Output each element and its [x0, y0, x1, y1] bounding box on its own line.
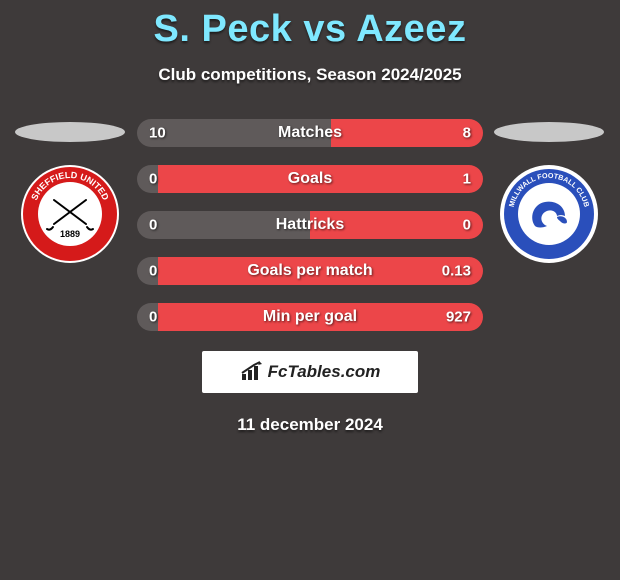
stat-label: Matches	[137, 124, 483, 142]
stat-value-left: 0	[149, 309, 157, 326]
fctables-logo-box: FcTables.com	[202, 351, 418, 393]
page-subtitle: Club competitions, Season 2024/2025	[0, 65, 620, 85]
stat-row: Goals per match0 0.13	[137, 257, 483, 285]
stat-bars: Matches108Goals01Hattricks00Goals per ma…	[137, 119, 483, 331]
stat-value-left: 0	[149, 263, 157, 280]
stat-row: Hattricks0 0	[137, 211, 483, 239]
team-right-badge: MILLWALL FOOTBALL CLUB 1885	[499, 164, 599, 264]
stat-row: Min per goal0 927	[137, 303, 483, 331]
page-title: S. Peck vs Azeez	[0, 0, 620, 51]
team-left-badge: SHEFFIELD UNITED F.C. 1889	[20, 164, 120, 264]
date-line: 11 december 2024	[0, 415, 620, 435]
millwall-crest: MILLWALL FOOTBALL CLUB 1885	[499, 164, 599, 264]
shadow-ellipse	[494, 122, 604, 142]
stat-value-right: 927	[446, 309, 471, 326]
stat-value-left: 0	[149, 171, 157, 188]
stat-value-left: 10	[149, 125, 166, 142]
comparison-area: SHEFFIELD UNITED F.C. 1889 MILLWA	[0, 119, 620, 331]
svg-text:1885: 1885	[540, 230, 559, 240]
stat-row: Matches10 8	[137, 119, 483, 147]
stat-value-right: 1	[463, 171, 471, 188]
stat-label: Min per goal	[137, 308, 483, 326]
stat-label: Goals per match	[137, 262, 483, 280]
sheffield-united-crest: SHEFFIELD UNITED F.C. 1889	[20, 164, 120, 264]
shadow-ellipse	[15, 122, 125, 142]
stat-value-right: 0.13	[442, 263, 471, 280]
stat-row: Goals0 1	[137, 165, 483, 193]
stat-value-left: 0	[149, 217, 157, 234]
stat-value-right: 8	[463, 125, 471, 142]
bar-chart-icon	[240, 361, 264, 383]
stat-value-right: 0	[463, 217, 471, 234]
stat-label: Hattricks	[137, 216, 483, 234]
fctables-label: FcTables.com	[268, 362, 381, 382]
stat-label: Goals	[137, 170, 483, 188]
svg-text:1889: 1889	[60, 229, 80, 239]
